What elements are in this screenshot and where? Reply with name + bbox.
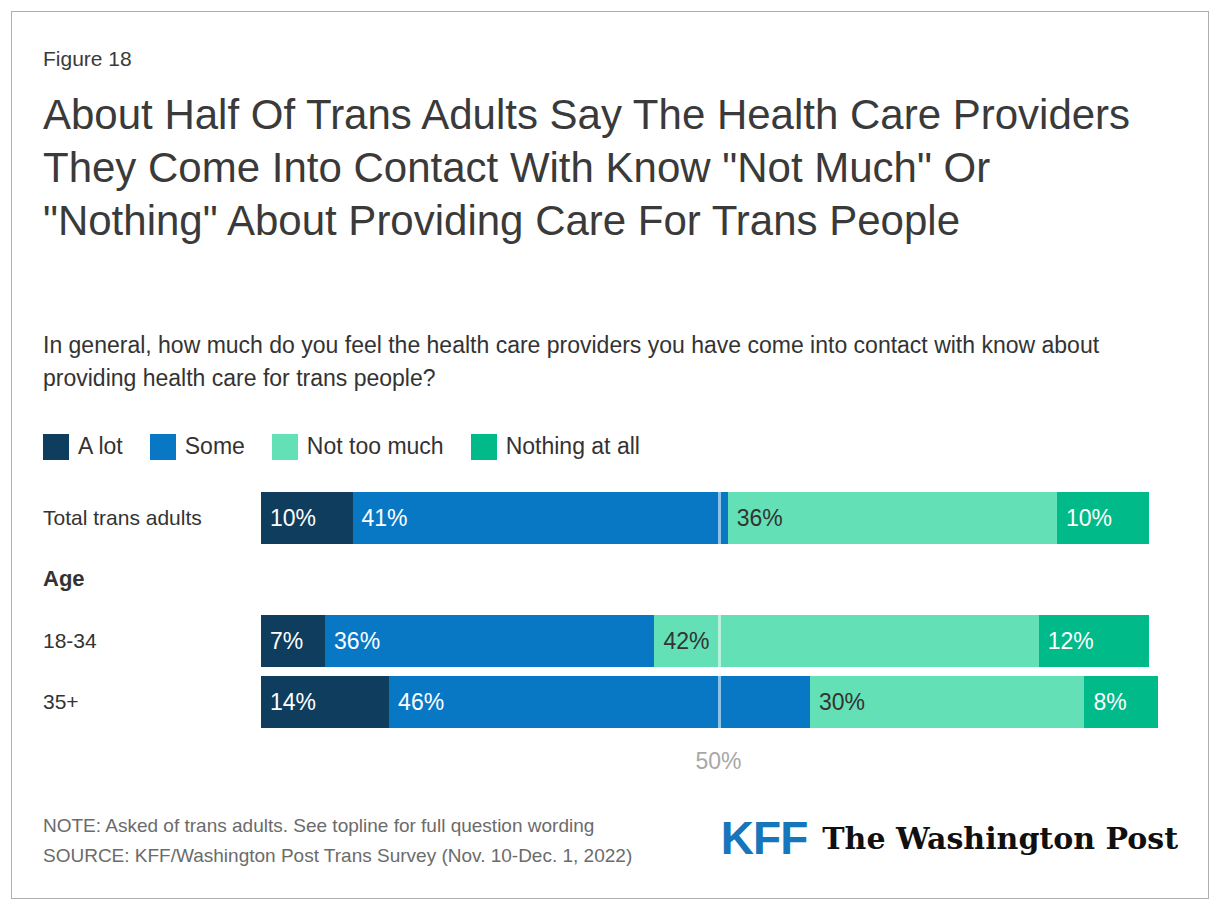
legend-label: Not too much [307,433,444,460]
bar-value-label: 30% [810,689,865,716]
legend-swatch-icon [272,434,298,460]
chart-legend: A lot Some Not too much Nothing at all [43,433,640,460]
legend-item: Not too much [272,433,444,460]
bar-segment: 41% [353,492,728,544]
bar-track-35plus: 14% 46% 30% 8% [261,676,1176,728]
bar-segment: 46% [389,676,810,728]
figure-number: Figure 18 [43,47,132,71]
row-label-18-34: 18-34 [43,629,261,653]
legend-item: Nothing at all [471,433,640,460]
source-line: SOURCE: KFF/Washington Post Trans Survey… [43,841,632,871]
legend-swatch-icon [150,434,176,460]
bar-row-total: Total trans adults 10% 41% 36% 10% [43,492,1183,544]
legend-label: Nothing at all [506,433,640,460]
axis-tick-50pct: 50% [261,748,1176,775]
stacked-bar-chart: Total trans adults 10% 41% 36% 10% Age 18-3… [43,481,1183,775]
chart-subtitle: In general, how much do you feel the hea… [43,329,1143,395]
bar-value-label: 36% [728,505,783,532]
bar-segment: 10% [1057,492,1149,544]
washington-post-logo: The Washington Post [822,821,1178,856]
footer-notes: NOTE: Asked of trans adults. See topline… [43,811,632,871]
row-label-total: Total trans adults [43,506,261,530]
chart-title: About Half Of Trans Adults Say The Healt… [43,88,1168,247]
x-axis: 50% [43,748,1183,775]
bar-segment: 36% [728,492,1057,544]
bar-track-total: 10% 41% 36% 10% [261,492,1176,544]
bar-value-label: 7% [261,628,303,655]
bar-segment: 10% [261,492,353,544]
bar-row-18-34: 18-34 7% 36% 42% 12% [43,615,1183,667]
figure-card: Figure 18 About Half Of Trans Adults Say… [11,11,1209,899]
bar-segment: 8% [1084,676,1157,728]
bar-value-label: 10% [1057,505,1112,532]
kff-logo: KFF [721,812,807,864]
bar-value-label: 36% [325,628,380,655]
legend-swatch-icon [43,434,69,460]
bar-value-label: 46% [389,689,444,716]
bar-value-label: 10% [261,505,316,532]
bar-segment: 7% [261,615,325,667]
bar-value-label: 12% [1039,628,1094,655]
note-line: NOTE: Asked of trans adults. See topline… [43,811,632,841]
bar-row-35plus: 35+ 14% 46% 30% 8% [43,676,1183,728]
bar-segment: 30% [810,676,1085,728]
bar-segment: 14% [261,676,389,728]
bar-value-label: 42% [654,628,709,655]
bar-value-label: 14% [261,689,316,716]
bar-track-18-34: 7% 36% 42% 12% [261,615,1176,667]
bar-segment: 36% [325,615,654,667]
legend-swatch-icon [471,434,497,460]
group-header-age: Age [43,567,1183,591]
bar-value-label: 41% [353,505,408,532]
legend-item: A lot [43,433,123,460]
legend-item: Some [150,433,245,460]
legend-label: Some [185,433,245,460]
logos: KFF The Washington Post [721,812,1178,864]
row-label-35plus: 35+ [43,690,261,714]
bar-value-label: 8% [1084,689,1126,716]
bar-segment: 12% [1039,615,1149,667]
legend-label: A lot [78,433,123,460]
bar-segment: 42% [654,615,1038,667]
